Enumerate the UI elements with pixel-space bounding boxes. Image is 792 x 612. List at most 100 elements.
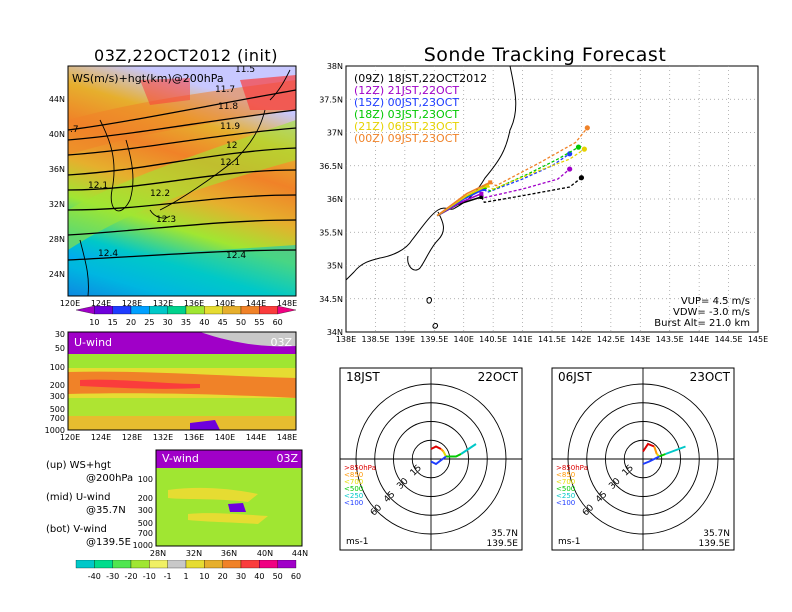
ws-colorbar-cell	[259, 306, 278, 315]
track-lon-tick: 140E	[454, 335, 474, 344]
hodo-series	[460, 443, 477, 455]
track-lon-ticks: 138E 138.5E 139E 139.5E 140E 140.5E 141E 141.5E…	[336, 335, 768, 344]
track-lon-tick: 138E	[336, 335, 356, 344]
svg-text:148E: 148E	[277, 433, 297, 442]
landing-point	[567, 166, 573, 172]
legend-bot: (bot) V-wind	[46, 524, 107, 535]
hodo-legend-entry: <250	[556, 492, 575, 500]
hodo-lon: 139.5E	[487, 539, 519, 549]
wind-colorbar-cell	[149, 560, 168, 569]
wind-colorbar-cell	[259, 560, 278, 569]
track-lon-tick: 144.5E	[715, 335, 743, 344]
track-lat-tick: 38N	[327, 62, 343, 71]
svg-text:24N: 24N	[49, 270, 65, 279]
svg-text:12.1: 12.1	[88, 181, 108, 191]
u-time: 03Z	[270, 336, 292, 349]
track-descent	[483, 153, 571, 194]
svg-text:100: 100	[50, 363, 65, 372]
hodo-series	[440, 448, 445, 453]
jet-max-red2	[140, 78, 190, 105]
track-lat-tick: 37N	[327, 129, 343, 138]
hodo-legend-entry: <850	[344, 471, 363, 479]
wind-colorbar: -40 -30 -20 -10 -1 1 10 20 30 40 50 60	[75, 560, 301, 581]
ws-colorbar-label: 55	[254, 318, 264, 327]
wind-colorbar-cell	[240, 560, 260, 569]
wind-colorbar-label: 40	[254, 572, 264, 581]
track-lon-tick: 144E	[689, 335, 709, 344]
hodo-series	[642, 455, 660, 465]
wind-colorbar-cell	[75, 560, 95, 569]
svg-text:144E: 144E	[246, 433, 266, 442]
hodo-legend-entry: <700	[556, 478, 575, 486]
svg-text:140E: 140E	[215, 433, 235, 442]
svg-text:1000: 1000	[45, 426, 65, 435]
u-lon-ticks: 120E 124E 128E 132E 136E 140E 144E 148E	[60, 433, 297, 442]
hodo-legend-entry: >850hPa	[344, 464, 376, 472]
u-wind-panel: U-wind 03Z 30 50 100 200 300 500 700 100…	[45, 330, 298, 442]
burst-point	[488, 180, 493, 185]
track-lon-tick: 138.5E	[361, 335, 389, 344]
svg-text:124E: 124E	[91, 433, 111, 442]
wind-colorbar-label: -1	[164, 572, 172, 581]
svg-text:300: 300	[138, 506, 153, 515]
param-burst: Burst Alt= 21.0 km	[654, 318, 750, 329]
hodo-series	[653, 446, 658, 455]
hodo-legend-entry: <100	[556, 499, 575, 507]
landing-point	[584, 125, 590, 131]
height-contours	[67, 89, 297, 261]
svg-text:140E: 140E	[215, 299, 235, 308]
ws-colorbar-cell	[222, 306, 242, 315]
track-lat-ticks: 38N 37.5N 37N 36.5N 36N 35.5N 35N 34.5N 34N	[319, 62, 343, 337]
landing-point	[581, 146, 587, 152]
svg-text:132E: 132E	[153, 299, 173, 308]
svg-text:144E: 144E	[246, 299, 266, 308]
track-lon-tick: 143E	[630, 335, 650, 344]
jet-max-red	[240, 75, 296, 110]
ws-colorbar-label: 20	[126, 318, 136, 327]
legend-up: (up) WS+hgt	[46, 460, 111, 471]
v-time: 03Z	[276, 452, 298, 465]
wind-colorbar-cell	[112, 560, 132, 569]
coastline-boso	[407, 211, 444, 271]
svg-text:128E: 128E	[122, 433, 142, 442]
legend-up2: @200hPa	[86, 473, 134, 484]
wind-colorbar-cell	[185, 560, 205, 569]
hodo-series	[446, 453, 462, 458]
track-lon-tick: 139.5E	[420, 335, 448, 344]
ws-colorbar-cell	[94, 306, 113, 315]
svg-text:.7: .7	[70, 125, 79, 135]
track-lat-tick: 37.5N	[319, 95, 343, 104]
v-lev-ticks: 100 200 300 500 700 1000	[133, 475, 153, 550]
track-chart: (09Z) 18JST,22OCT2012(12Z) 21JST,22OCT(1…	[319, 62, 768, 344]
v-lat-ticks: 28N 32N 36N 40N 44N	[150, 549, 308, 558]
svg-text:1000: 1000	[133, 541, 153, 550]
island-izu2	[432, 323, 438, 329]
forecast-title: Sonde Tracking Forecast	[423, 44, 667, 66]
svg-text:12.4: 12.4	[98, 249, 118, 259]
wind-colorbar-label: 50	[273, 572, 283, 581]
v-top-band	[156, 450, 302, 468]
hodo-series	[658, 453, 666, 458]
landing-point	[575, 144, 582, 150]
v-wind-panel: V-wind 03Z 100 200 300 500 700 1000 28N …	[133, 449, 308, 558]
hodo-legend-entry: <500	[556, 485, 575, 493]
ws-colorbar-cell	[167, 306, 187, 315]
hodo-legend-entry: <100	[344, 499, 363, 507]
hodo-lon: 139.5E	[699, 539, 731, 549]
track-lon-tick: 139E	[395, 335, 415, 344]
ws-colorbar-cell	[185, 306, 205, 315]
svg-text:32N: 32N	[49, 200, 65, 209]
svg-text:700: 700	[138, 529, 153, 538]
svg-text:44N: 44N	[49, 95, 65, 104]
wind-colorbar-cell	[130, 560, 150, 569]
track-lon-tick: 142.5E	[597, 335, 625, 344]
track-lon-tick: 141E	[512, 335, 532, 344]
svg-text:28N: 28N	[49, 235, 65, 244]
hodo-series	[642, 442, 655, 453]
wind-colorbar-label: -30	[106, 572, 119, 581]
track-lon-tick: 143.5E	[656, 335, 684, 344]
svg-text:136E: 136E	[184, 299, 204, 308]
svg-text:36N: 36N	[49, 165, 65, 174]
